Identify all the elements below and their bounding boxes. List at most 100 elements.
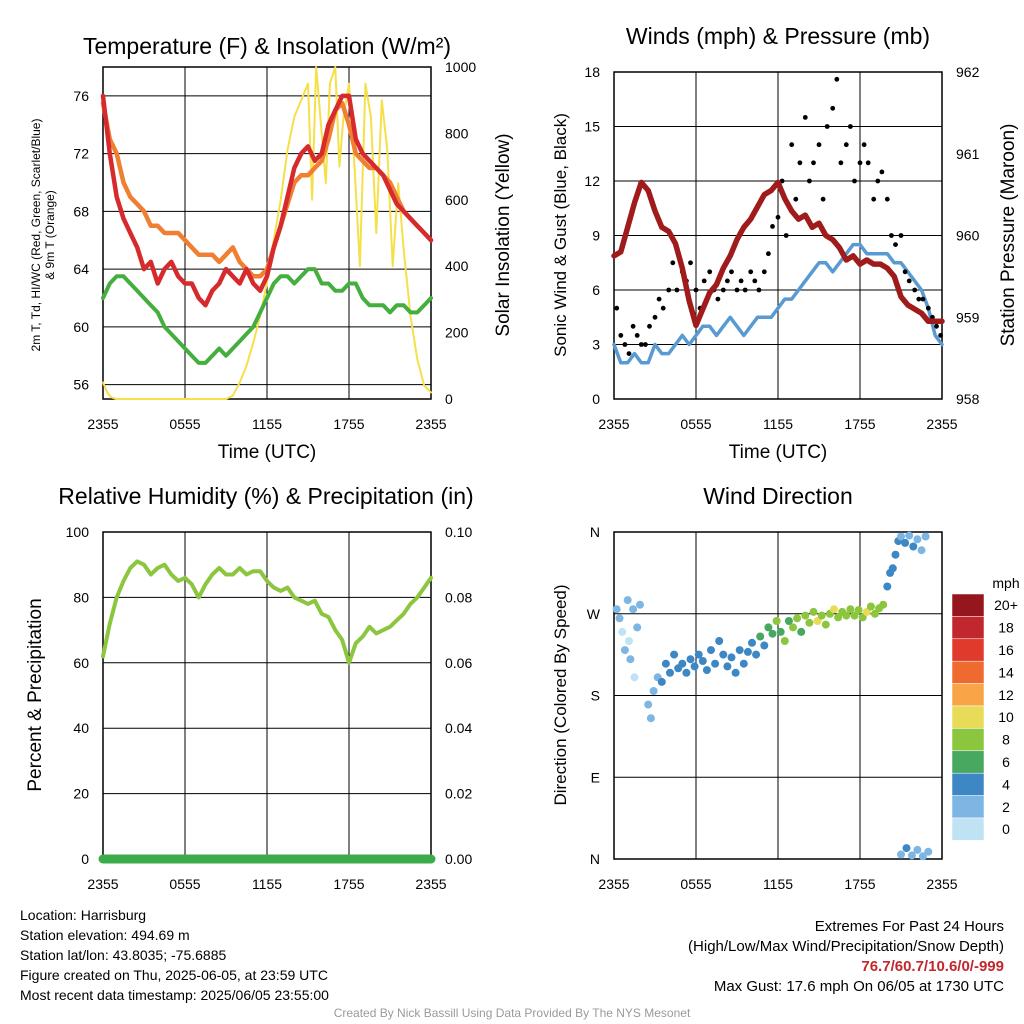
extremes-subtitle: (High/Low/Max Wind/Precipitation/Snow De… <box>688 938 1004 955</box>
legend-swatch <box>951 772 985 796</box>
gust-point <box>912 287 918 293</box>
rh-y-label: Percent & Precipitation <box>25 598 46 791</box>
direction-point <box>735 646 744 655</box>
rh-y-tick-label: 40 <box>73 720 89 736</box>
temp-x-tick-label: 1755 <box>333 416 364 432</box>
direction-point <box>678 659 687 668</box>
dir-x-tick-label: 2355 <box>598 876 629 892</box>
gust-point <box>793 196 799 202</box>
direction-point <box>909 542 918 551</box>
direction-point <box>897 850 905 859</box>
direction-point <box>633 623 642 632</box>
station-info: Location: Harrisburg Station elevation: … <box>20 905 329 1005</box>
legend-label: 16 <box>998 642 1014 658</box>
temp-y2-tick-label: 800 <box>445 125 469 141</box>
direction-point <box>784 617 793 625</box>
wind-x-tick-label: 0555 <box>680 416 711 432</box>
direction-point <box>686 655 695 664</box>
gust-point <box>638 342 644 347</box>
temp-y-tick-label: 72 <box>73 146 89 162</box>
gust-point <box>766 251 771 257</box>
rh-y2-tick-label: 0.10 <box>445 524 472 540</box>
pressure-line <box>611 179 945 329</box>
temp-y-tick-label: 64 <box>73 261 89 277</box>
wind-y-tick-label: 12 <box>584 173 600 189</box>
rh-x-tick-label: 2355 <box>87 876 118 892</box>
direction-point <box>850 611 859 620</box>
direction-point <box>682 668 691 677</box>
gust-point <box>674 287 680 293</box>
direction-point <box>924 847 933 856</box>
legend-swatch <box>951 593 985 617</box>
gust-point <box>756 287 762 293</box>
direction-point <box>921 532 930 541</box>
recent-text: Most recent data timestamp: 2025/06/05 2… <box>20 987 329 1003</box>
wind-y-tick-label: 3 <box>592 337 600 353</box>
gust-point <box>852 178 857 184</box>
wind-x-label: Time (UTC) <box>729 442 828 463</box>
temperature-panel: 2355 0555 1155 1755 2355 56 60 64 68 72 76 0 200 400 6… <box>73 59 476 432</box>
temp_2m-line <box>100 93 434 308</box>
wind-direction-panel: 2355 0555 1155 1755 2355 N E S W N <box>587 524 958 892</box>
direction-point <box>629 605 638 614</box>
gust-point <box>861 142 867 148</box>
temp-x-label: Time (UTC) <box>218 442 317 463</box>
gust-point <box>824 124 830 129</box>
legend-swatch <box>951 638 985 662</box>
insolation-line <box>102 66 432 400</box>
gust-point <box>630 323 636 329</box>
gust-point <box>879 169 885 175</box>
wind-x-tick-label: 1155 <box>763 416 793 432</box>
gust-point <box>934 323 939 329</box>
direction-point <box>789 623 797 632</box>
direction-point <box>866 602 875 611</box>
direction-point <box>907 851 916 860</box>
temp-y-label-1: 2m T, Td, HI/WC (Red, Green, Scarlet/Blu… <box>29 119 43 352</box>
gust-point <box>820 196 826 202</box>
legend-swatch <box>951 750 985 774</box>
wind-x-tick-label: 2355 <box>926 416 957 432</box>
legend-label: 8 <box>1002 732 1010 748</box>
direction-point <box>661 659 670 668</box>
wind-y-tick-label: 9 <box>592 228 600 244</box>
direction-point <box>649 687 658 695</box>
gust-point <box>930 314 935 320</box>
dir-y-tick-label: N <box>590 851 600 867</box>
credit-text: Created By Nick Bassill Using Data Provi… <box>333 1006 691 1020</box>
gust-point <box>643 342 648 347</box>
temp-y2-tick-label: 200 <box>445 325 469 341</box>
gust-point <box>857 160 863 166</box>
gust-point <box>811 160 816 166</box>
rh-y2-tick-label: 0.04 <box>445 720 472 736</box>
wind-y-tick-label: 15 <box>584 119 600 135</box>
gust-point <box>701 278 707 284</box>
direction-point <box>739 659 748 668</box>
gust-point <box>802 115 808 120</box>
legend-swatch <box>951 660 985 684</box>
direction-point <box>817 611 826 620</box>
direction-point <box>764 623 773 632</box>
gust-point <box>770 224 775 229</box>
direction-point <box>902 844 911 853</box>
direction-point <box>901 538 910 547</box>
latlon-text: Station lat/lon: 43.8035; -75.6885 <box>20 947 227 963</box>
direction-point <box>670 650 679 659</box>
gust-point <box>925 305 931 311</box>
temp-y-label-2: & 9m T (Orange) <box>43 190 57 280</box>
extremes-title: Extremes For Past 24 Hours <box>814 918 1004 935</box>
direction-point <box>723 662 732 671</box>
gust-point <box>707 269 713 275</box>
wind-panel-title: Winds (mph) & Pressure (mb) <box>626 23 930 49</box>
gust-point <box>738 278 744 284</box>
rh-x-tick-label: 2355 <box>415 876 446 892</box>
direction-point <box>748 638 756 647</box>
gust-point <box>634 333 640 338</box>
rh-x-tick-label: 1755 <box>333 876 364 892</box>
wind-y2-tick-label: 959 <box>956 309 980 325</box>
direction-point <box>644 700 653 709</box>
temp-y2-tick-label: 400 <box>445 258 469 274</box>
gust-point <box>893 242 898 248</box>
wind-y-tick-label: 0 <box>592 391 600 407</box>
rh-y-tick-label: 0 <box>81 851 89 867</box>
temp-y-tick-label: 56 <box>73 377 89 393</box>
